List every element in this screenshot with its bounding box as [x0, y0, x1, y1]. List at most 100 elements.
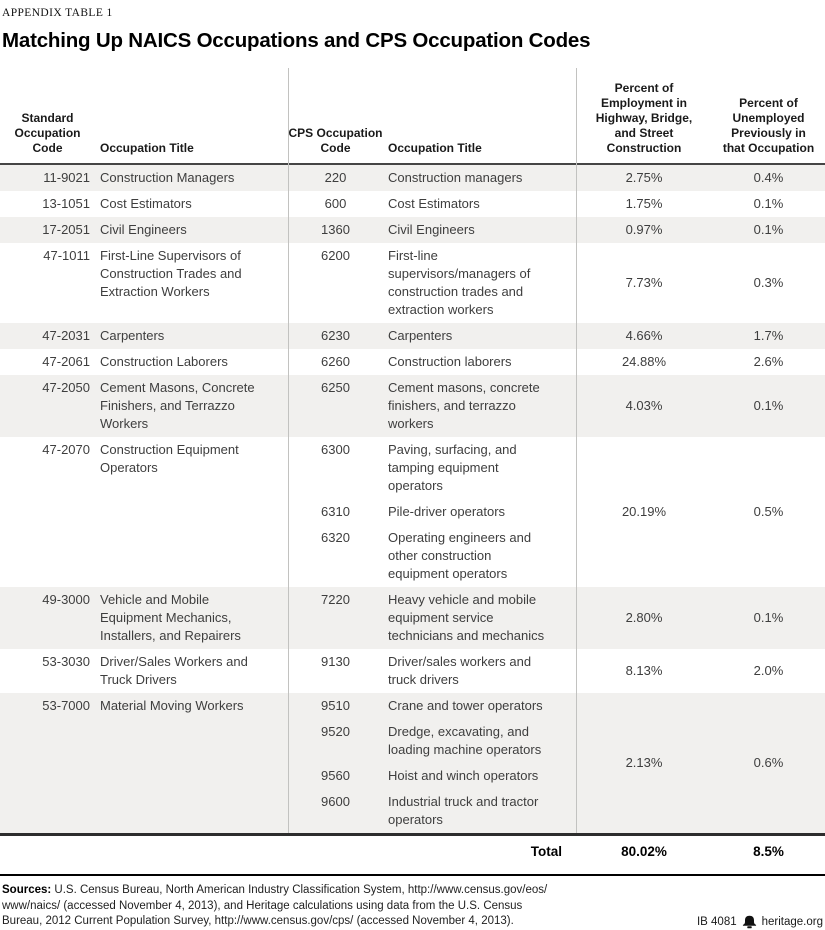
cps-title-cell: Paving, surfacing, and tamping equipment… — [388, 442, 517, 493]
table-row: 53-3030 Driver/Sales Workers and Truck Dr… — [0, 649, 825, 693]
soc-title-cell: Construction Managers — [100, 170, 235, 185]
sources-line: Sources: U.S. Census Bureau, North Ameri… — [2, 884, 548, 896]
cps-block: 6250 Cement masons, concrete finishers, a… — [288, 375, 576, 437]
cps-title-cell: Hoist and winch operators — [388, 768, 539, 783]
table-row: 13-1051 Cost Estimators 600 Cost Estimators… — [0, 191, 825, 217]
cps-title-cell: Operating engineers and other constructi… — [388, 530, 532, 581]
cps-subrow: 1360 Civil Engineers — [288, 217, 576, 243]
cps-code-cell: 9510 — [321, 698, 350, 713]
cps-subrow: 9520 Dredge, excavating, and loading mach… — [288, 719, 576, 763]
pct-unemployed-cell: 0.3% — [753, 275, 784, 290]
cps-title-cell: Construction laborers — [388, 354, 512, 369]
cps-subrow: 6320 Operating engineers and other constr… — [288, 525, 576, 587]
cps-title-cell: Dredge, excavating, and loading machine … — [388, 724, 542, 757]
table-row: 53-7000 Material Moving Workers 9510 Crane … — [0, 693, 825, 833]
soc-code-cell: 53-7000 — [42, 698, 90, 713]
cps-code-cell: 9520 — [321, 724, 350, 739]
cps-block: 7220 Heavy vehicle and mobile equipment s… — [288, 587, 576, 649]
table-row: 47-2050 Cement Masons, Concrete Finishers… — [0, 375, 825, 437]
table-row: 47-2031 Carpenters 6230 Carpenters 4.66% 1.7% — [0, 323, 825, 349]
soc-title-cell: Material Moving Workers — [100, 698, 244, 713]
cps-block: 9510 Crane and tower operators 9520 Dredge,… — [288, 693, 576, 833]
total-label: Total — [530, 844, 562, 859]
soc-title-cell: First-Line Supervisors of Construction T… — [100, 248, 242, 299]
cps-title-cell: First-line supervisors/managers of const… — [388, 248, 531, 317]
soc-title-cell: Vehicle and Mobile Equipment Mechanics, … — [100, 592, 241, 643]
pct-unemployed-cell: 0.4% — [753, 170, 784, 185]
soc-code-cell: 47-2050 — [42, 380, 90, 395]
table-body: 11-9021 Construction Managers 220 Construct… — [0, 165, 825, 833]
cps-code-cell: 6230 — [321, 328, 350, 343]
pct-employment-cell: 2.13% — [625, 755, 663, 770]
pct-unemployed-cell: 0.1% — [753, 222, 784, 237]
cps-code-cell: 6300 — [321, 442, 350, 457]
occupation-matching-table: Standard Occupation Code Occupation Titl… — [0, 68, 825, 836]
cps-code-cell: 7220 — [321, 592, 350, 607]
soc-code-cell: 47-2061 — [42, 354, 90, 369]
soc-code-cell: 47-2070 — [42, 442, 90, 457]
cps-title-cell: Cement masons, concrete finishers, and t… — [388, 380, 540, 431]
pct-unemployed-cell: 0.1% — [753, 610, 784, 625]
doc-id: IB 4081 — [696, 915, 737, 928]
cps-subrow: 6230 Carpenters — [288, 323, 576, 349]
pct-unemployed-cell: 0.1% — [753, 398, 784, 413]
soc-code-cell: 47-1011 — [43, 248, 90, 263]
cps-code-cell: 9560 — [321, 768, 350, 783]
page-title: Matching Up NAICS Occupations and CPS Oc… — [2, 29, 591, 52]
cps-title-cell: Driver/sales workers and truck drivers — [388, 654, 532, 687]
pct-employment-cell: 0.97% — [625, 222, 663, 237]
pct-employment-cell: 24.88% — [621, 354, 667, 369]
sources-line: Bureau, 2012 Current Population Survey, … — [2, 915, 514, 927]
cps-title-cell: Industrial truck and tractor operators — [388, 794, 539, 827]
appendix-table-page: APPENDIX TABLE 1 Matching Up NAICS Occup… — [0, 7, 825, 930]
cps-code-cell: 9130 — [321, 654, 350, 669]
site-name: heritage.org — [761, 915, 823, 928]
pct-unemployed-cell: 2.6% — [753, 354, 784, 369]
cps-subrow: 6200 First-line supervisors/managers of c… — [288, 243, 576, 323]
cps-block: 220 Construction managers — [288, 165, 576, 191]
soc-code-cell: 11-9021 — [43, 170, 90, 185]
cps-title-cell: Construction managers — [388, 170, 523, 185]
cps-block: 1360 Civil Engineers — [288, 217, 576, 243]
cps-code-cell: 6320 — [321, 530, 350, 545]
total-pct-employment: 80.02% — [621, 844, 667, 859]
cps-subrow: 600 Cost Estimators — [288, 191, 576, 217]
table-row: 11-9021 Construction Managers 220 Construct… — [0, 165, 825, 191]
footer-branding: IB 4081 heritage.org — [697, 915, 823, 930]
column-header-pct-unemployed: Percent of Unemployed Previously in that… — [722, 96, 815, 155]
pct-unemployed-cell: 0.1% — [753, 196, 784, 211]
column-divider — [288, 68, 289, 833]
cps-subrow: 9560 Hoist and winch operators — [288, 763, 576, 789]
cps-code-cell: 1360 — [321, 222, 350, 237]
cps-subrow: 9510 Crane and tower operators — [288, 693, 576, 719]
total-row: Total 80.02% 8.5% — [0, 836, 825, 869]
cps-subrow: 6300 Paving, surfacing, and tamping equip… — [288, 437, 576, 499]
soc-code-cell: 47-2031 — [42, 328, 90, 343]
table-kicker: APPENDIX TABLE 1 — [2, 7, 113, 19]
column-divider — [576, 68, 577, 833]
column-header-soc-title: Occupation Title — [100, 141, 194, 155]
table-row: 47-1011 First-Line Supervisors of Constru… — [0, 243, 825, 323]
cps-code-cell: 6310 — [321, 504, 350, 519]
soc-title-cell: Carpenters — [100, 328, 165, 343]
table-row: 17-2051 Civil Engineers 1360 Civil Engineer… — [0, 217, 825, 243]
soc-title-cell: Civil Engineers — [100, 222, 187, 237]
cps-title-cell: Cost Estimators — [388, 196, 480, 211]
liberty-bell-icon — [742, 915, 757, 929]
pct-employment-cell: 8.13% — [625, 663, 663, 678]
cps-code-cell: 600 — [324, 196, 347, 211]
pct-unemployed-cell: 0.6% — [753, 755, 784, 770]
cps-block: 6260 Construction laborers — [288, 349, 576, 375]
column-header-cps-code: CPS Occupation Code — [288, 126, 383, 155]
cps-block: 6230 Carpenters — [288, 323, 576, 349]
sources-line: www/naics/ (accessed November 4, 2013), … — [2, 899, 523, 912]
cps-block: 600 Cost Estimators — [288, 191, 576, 217]
soc-title-cell: Cost Estimators — [100, 196, 192, 211]
cps-code-cell: 6250 — [321, 380, 350, 395]
pct-unemployed-cell: 2.0% — [753, 663, 784, 678]
cps-block: 6200 First-line supervisors/managers of c… — [288, 243, 576, 323]
pct-unemployed-cell: 1.7% — [753, 328, 784, 343]
cps-block: 6300 Paving, surfacing, and tamping equip… — [288, 437, 576, 587]
cps-subrow: 9130 Driver/sales workers and truck drive… — [288, 649, 576, 693]
soc-code-cell: 49-3000 — [42, 592, 90, 607]
